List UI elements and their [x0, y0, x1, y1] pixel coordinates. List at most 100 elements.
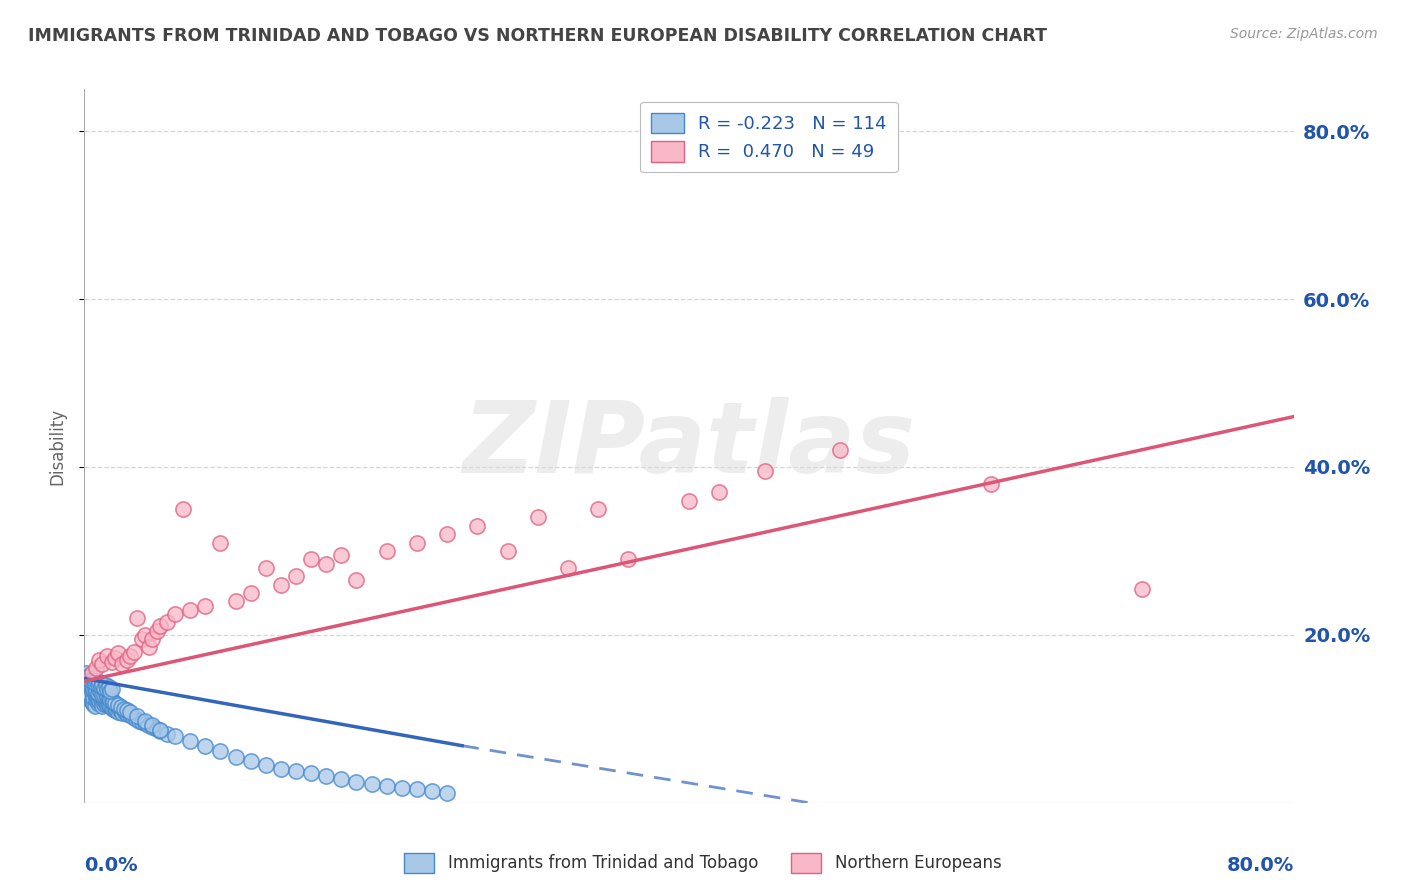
- Point: [156, 615, 179, 630]
- Point: [179, 603, 201, 617]
- Point: [118, 705, 141, 719]
- Point: [87, 691, 110, 706]
- Point: [89, 674, 111, 689]
- Point: [149, 619, 172, 633]
- Point: [84, 675, 107, 690]
- Point: [89, 694, 111, 708]
- Point: [172, 502, 194, 516]
- Point: [80, 674, 103, 689]
- Point: [141, 717, 163, 731]
- Point: [97, 698, 120, 712]
- Point: [90, 679, 112, 693]
- Point: [436, 786, 458, 800]
- Point: [118, 648, 141, 663]
- Point: [104, 700, 127, 714]
- Point: [165, 729, 187, 743]
- Point: [391, 780, 413, 795]
- Point: [1130, 582, 1153, 596]
- Point: [436, 527, 458, 541]
- Point: [80, 685, 103, 699]
- Point: [86, 661, 108, 675]
- Point: [84, 699, 107, 714]
- Point: [90, 685, 112, 699]
- Y-axis label: Disability: Disability: [48, 408, 66, 484]
- Point: [94, 687, 117, 701]
- Point: [94, 696, 117, 710]
- Point: [209, 535, 232, 549]
- Point: [194, 739, 217, 753]
- Point: [87, 677, 110, 691]
- Text: 80.0%: 80.0%: [1226, 856, 1294, 875]
- Point: [86, 673, 108, 688]
- Point: [112, 703, 135, 717]
- Point: [77, 678, 100, 692]
- Point: [98, 699, 121, 714]
- Legend: R = -0.223   N = 114, R =  0.470   N = 49: R = -0.223 N = 114, R = 0.470 N = 49: [641, 102, 897, 172]
- Point: [79, 676, 101, 690]
- Point: [315, 557, 337, 571]
- Point: [830, 443, 852, 458]
- Point: [406, 535, 429, 549]
- Point: [80, 665, 103, 680]
- Point: [194, 599, 217, 613]
- Point: [678, 493, 700, 508]
- Point: [93, 693, 115, 707]
- Point: [360, 777, 382, 791]
- Point: [134, 628, 156, 642]
- Point: [709, 485, 731, 500]
- Point: [165, 607, 187, 621]
- Point: [557, 560, 579, 574]
- Point: [84, 681, 107, 696]
- Point: [104, 696, 127, 710]
- Point: [76, 690, 98, 705]
- Point: [89, 683, 111, 698]
- Point: [97, 690, 120, 705]
- Point: [299, 552, 322, 566]
- Point: [346, 574, 368, 588]
- Point: [108, 702, 131, 716]
- Point: [82, 672, 104, 686]
- Point: [90, 692, 112, 706]
- Point: [156, 727, 179, 741]
- Legend: Immigrants from Trinidad and Tobago, Northern Europeans: Immigrants from Trinidad and Tobago, Nor…: [398, 847, 1008, 880]
- Point: [93, 697, 115, 711]
- Point: [420, 784, 443, 798]
- Point: [118, 708, 141, 723]
- Point: [141, 720, 163, 734]
- Point: [179, 733, 201, 747]
- Point: [84, 687, 107, 701]
- Point: [527, 510, 550, 524]
- Point: [104, 651, 127, 665]
- Point: [77, 682, 100, 697]
- Point: [80, 680, 103, 694]
- Point: [128, 714, 150, 728]
- Point: [107, 646, 129, 660]
- Point: [94, 678, 117, 692]
- Point: [75, 665, 97, 680]
- Point: [96, 648, 118, 663]
- Point: [754, 464, 776, 478]
- Point: [225, 594, 247, 608]
- Point: [86, 689, 108, 703]
- Point: [96, 689, 118, 703]
- Point: [285, 569, 308, 583]
- Point: [82, 690, 104, 705]
- Point: [299, 766, 322, 780]
- Point: [98, 692, 121, 706]
- Point: [375, 544, 398, 558]
- Point: [75, 687, 97, 701]
- Point: [96, 682, 118, 697]
- Point: [91, 699, 114, 714]
- Point: [146, 722, 169, 736]
- Point: [125, 712, 148, 726]
- Point: [254, 560, 277, 574]
- Point: [270, 577, 292, 591]
- Point: [82, 682, 104, 697]
- Point: [104, 703, 127, 717]
- Point: [980, 476, 1002, 491]
- Point: [588, 502, 610, 516]
- Point: [86, 684, 108, 698]
- Point: [239, 586, 262, 600]
- Point: [107, 698, 129, 713]
- Point: [79, 668, 101, 682]
